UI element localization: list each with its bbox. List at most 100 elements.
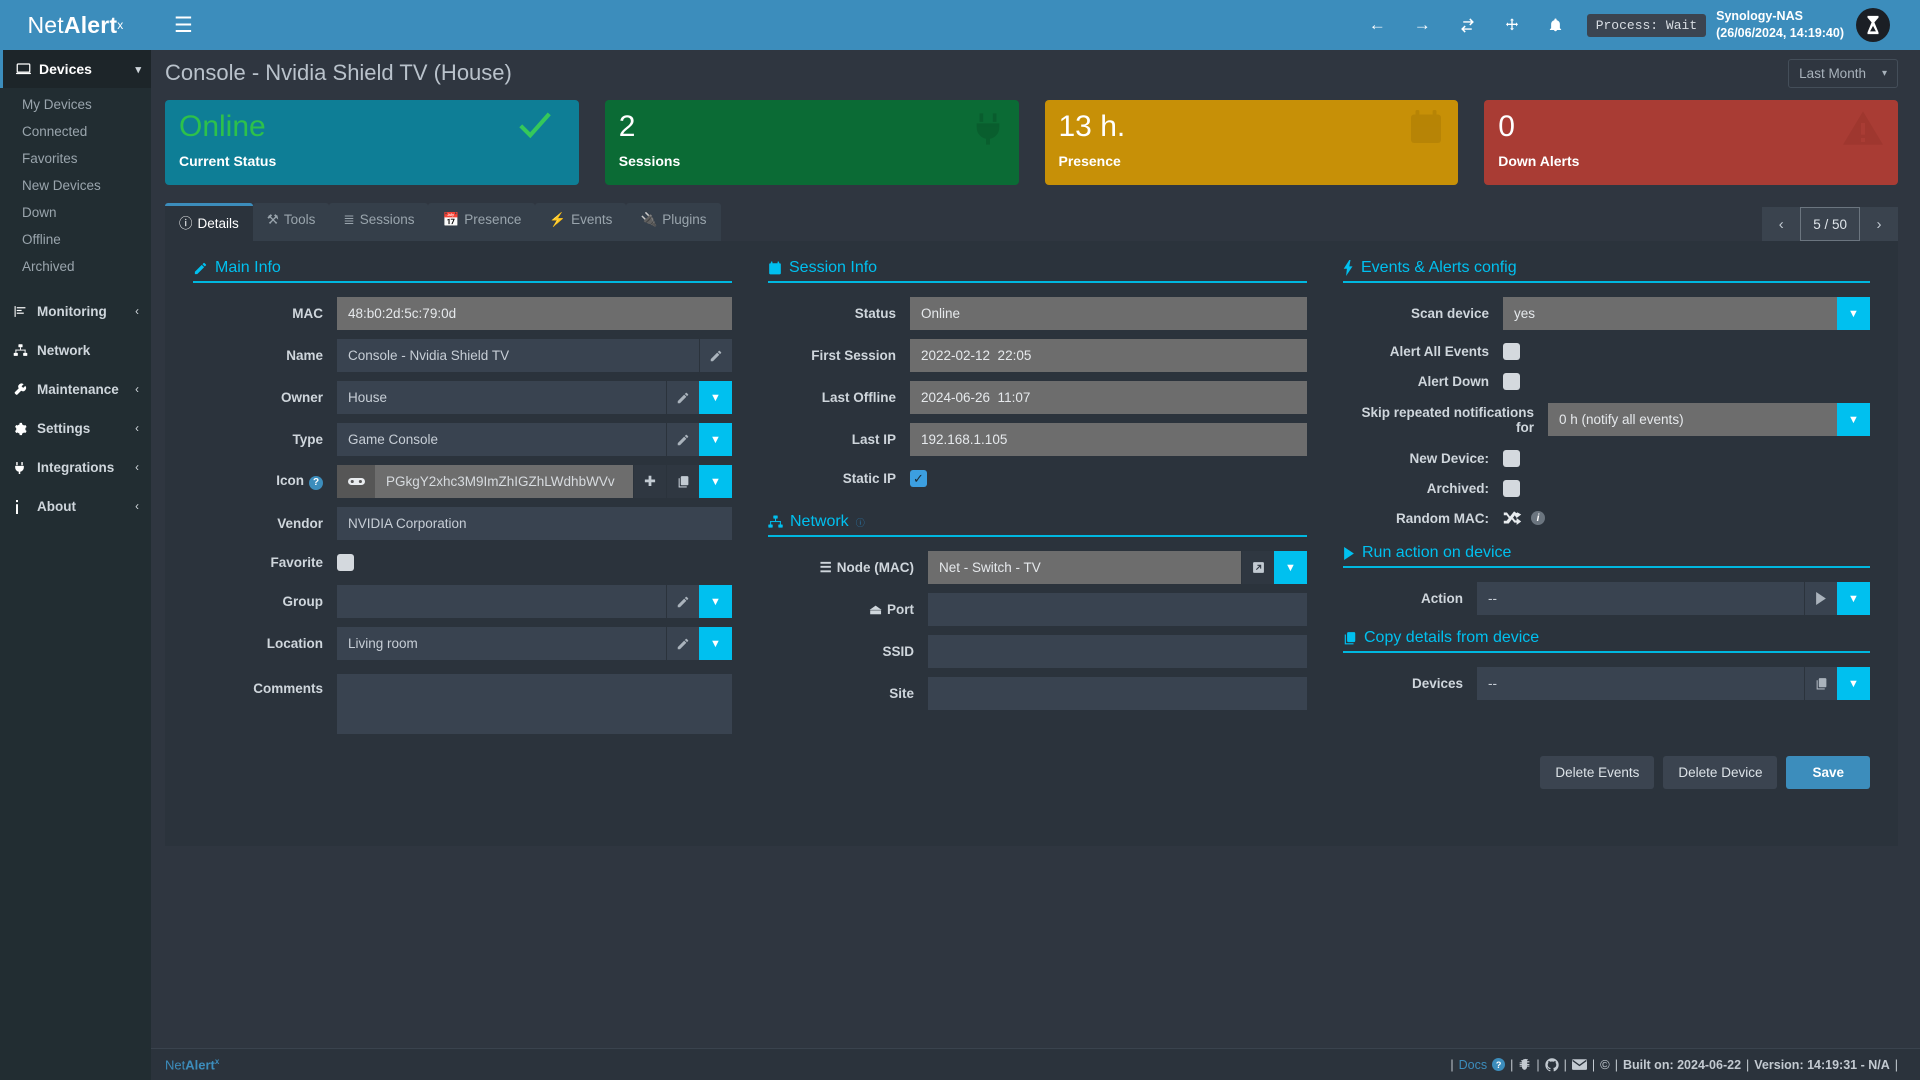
chevron-left-icon[interactable]: ‹ [135,461,139,474]
sidebar-item-new-devices[interactable]: New Devices [22,178,101,193]
devices-input[interactable] [1477,667,1804,700]
card-down-alerts[interactable]: 0 Down Alerts [1484,100,1898,185]
chevron-left-icon[interactable]: ‹ [135,305,139,318]
comments-textarea[interactable] [337,674,732,734]
tab-events[interactable]: ⚡ Events [535,203,627,241]
chevron-down-icon[interactable]: ▾ [135,63,141,76]
edit-pencil-icon[interactable] [666,627,699,660]
skip-repeated-dropdown-button[interactable]: ▼ [1837,403,1870,436]
help-icon[interactable]: ? [1492,1058,1506,1071]
tab-plugins[interactable]: 🔌 Plugins [626,203,721,241]
help-superscript-icon[interactable]: ⓘ [855,517,865,528]
tab-presence[interactable]: 📅 Presence [428,203,536,241]
tab-tools[interactable]: ⚒ Tools [252,203,330,241]
devices-dropdown-button[interactable]: ▼ [1837,667,1870,700]
sidebar-item-archived[interactable]: Archived [22,259,75,274]
ssid-input[interactable] [928,635,1307,668]
archived-checkbox[interactable] [1503,480,1520,497]
sidebar-item-down[interactable]: Down [22,205,57,220]
app-logo[interactable]: Net Alert x [0,0,151,50]
envelope-icon[interactable] [1571,1059,1587,1070]
alert-all-events-checkbox[interactable] [1503,343,1520,360]
node-dropdown-button[interactable]: ▼ [1274,551,1307,584]
mac-input[interactable] [337,297,732,330]
help-icon[interactable]: ? [309,475,323,490]
port-input[interactable] [928,593,1307,626]
avatar[interactable] [1856,8,1890,42]
move-icon[interactable] [1490,17,1534,33]
tab-details[interactable]: ⓘ Details [165,203,253,241]
owner-input[interactable] [337,381,666,414]
copy-icon[interactable] [666,465,699,498]
favorite-checkbox[interactable] [337,554,354,571]
field-row-icon: Icon? ✚ ▼ [193,465,732,498]
period-selector[interactable]: Last Month ▾ [1788,58,1898,88]
chevron-left-icon[interactable]: ‹ [135,383,139,396]
add-icon[interactable]: ✚ [633,465,666,498]
tab-sessions[interactable]: ≣ Sessions [329,203,429,241]
name-input[interactable] [337,339,699,372]
type-input[interactable] [337,423,666,456]
sidebar-item-my-devices[interactable]: My Devices [22,97,92,112]
pager-prev-button[interactable]: ‹ [1762,207,1801,241]
scan-device-input[interactable] [1503,297,1837,330]
copyright-icon[interactable]: © [1600,1057,1610,1072]
sidebar-item-integrations[interactable]: Integrations ‹ [0,448,151,487]
sidebar-item-maintenance[interactable]: Maintenance ‹ [0,370,151,409]
edit-pencil-icon[interactable] [666,423,699,456]
card-current-status[interactable]: Online Current Status [165,100,579,185]
footer-logo[interactable]: NetAlertx [165,1057,219,1072]
location-input[interactable] [337,627,666,660]
node-input[interactable] [928,551,1241,584]
sidebar-item-about[interactable]: About ‹ [0,487,151,526]
icon-input[interactable] [375,465,633,498]
arrow-right-icon[interactable]: → [1413,15,1431,34]
plug-icon [13,461,33,475]
edit-pencil-icon[interactable] [666,381,699,414]
sidebar-section-devices[interactable]: Devices ▾ [0,50,151,88]
run-play-icon[interactable] [1804,582,1837,615]
bug-icon[interactable] [1518,1058,1531,1071]
action-dropdown-button[interactable]: ▼ [1837,582,1870,615]
new-device-checkbox[interactable] [1503,450,1520,467]
hamburger-icon[interactable]: ☰ [174,13,193,37]
sidebar-item-settings[interactable]: Settings ‹ [0,409,151,448]
icon-dropdown-button[interactable]: ▼ [699,465,732,498]
vendor-input[interactable] [337,507,732,540]
type-dropdown-button[interactable]: ▼ [699,423,732,456]
refresh-icon[interactable] [1445,17,1490,34]
chevron-left-icon[interactable]: ‹ [135,500,139,513]
scan-device-dropdown-button[interactable]: ▼ [1837,297,1870,330]
github-icon[interactable] [1544,1057,1559,1072]
site-input[interactable] [928,677,1307,710]
arrow-left-icon[interactable]: ← [1368,15,1386,34]
sidebar-item-connected[interactable]: Connected [22,124,88,139]
sidebar-item-network[interactable]: Network [0,331,151,370]
save-button[interactable]: Save [1786,756,1870,789]
chevron-left-icon[interactable]: ‹ [135,422,139,435]
sidebar-item-favorites[interactable]: Favorites [22,151,78,166]
sidebar-item-offline[interactable]: Offline [22,232,61,247]
docs-link[interactable]: Docs [1458,1057,1488,1072]
group-dropdown-button[interactable]: ▼ [699,585,732,618]
bell-icon[interactable] [1534,17,1577,33]
info-icon[interactable]: i [1531,511,1545,525]
owner-dropdown-button[interactable]: ▼ [699,381,732,414]
location-dropdown-button[interactable]: ▼ [699,627,732,660]
skip-repeated-input[interactable] [1548,403,1837,436]
action-input[interactable] [1477,582,1804,615]
pager-next-button[interactable]: › [1860,207,1898,241]
delete-device-button[interactable]: Delete Device [1663,756,1778,789]
edit-pencil-icon[interactable] [666,585,699,618]
static-ip-checkbox[interactable]: ✓ [910,470,927,487]
external-link-icon[interactable] [1241,551,1274,584]
card-presence[interactable]: 13 h. Presence [1044,100,1459,185]
footer-brand-superscript: x [214,1056,220,1066]
edit-pencil-icon[interactable] [699,339,732,372]
card-sessions[interactable]: 2 Sessions [604,100,1019,185]
copy-icon[interactable] [1804,667,1837,700]
alert-down-checkbox[interactable] [1503,373,1520,390]
sidebar-item-monitoring[interactable]: Monitoring ‹ [0,292,151,331]
delete-events-button[interactable]: Delete Events [1540,756,1655,789]
group-input[interactable] [337,585,666,618]
